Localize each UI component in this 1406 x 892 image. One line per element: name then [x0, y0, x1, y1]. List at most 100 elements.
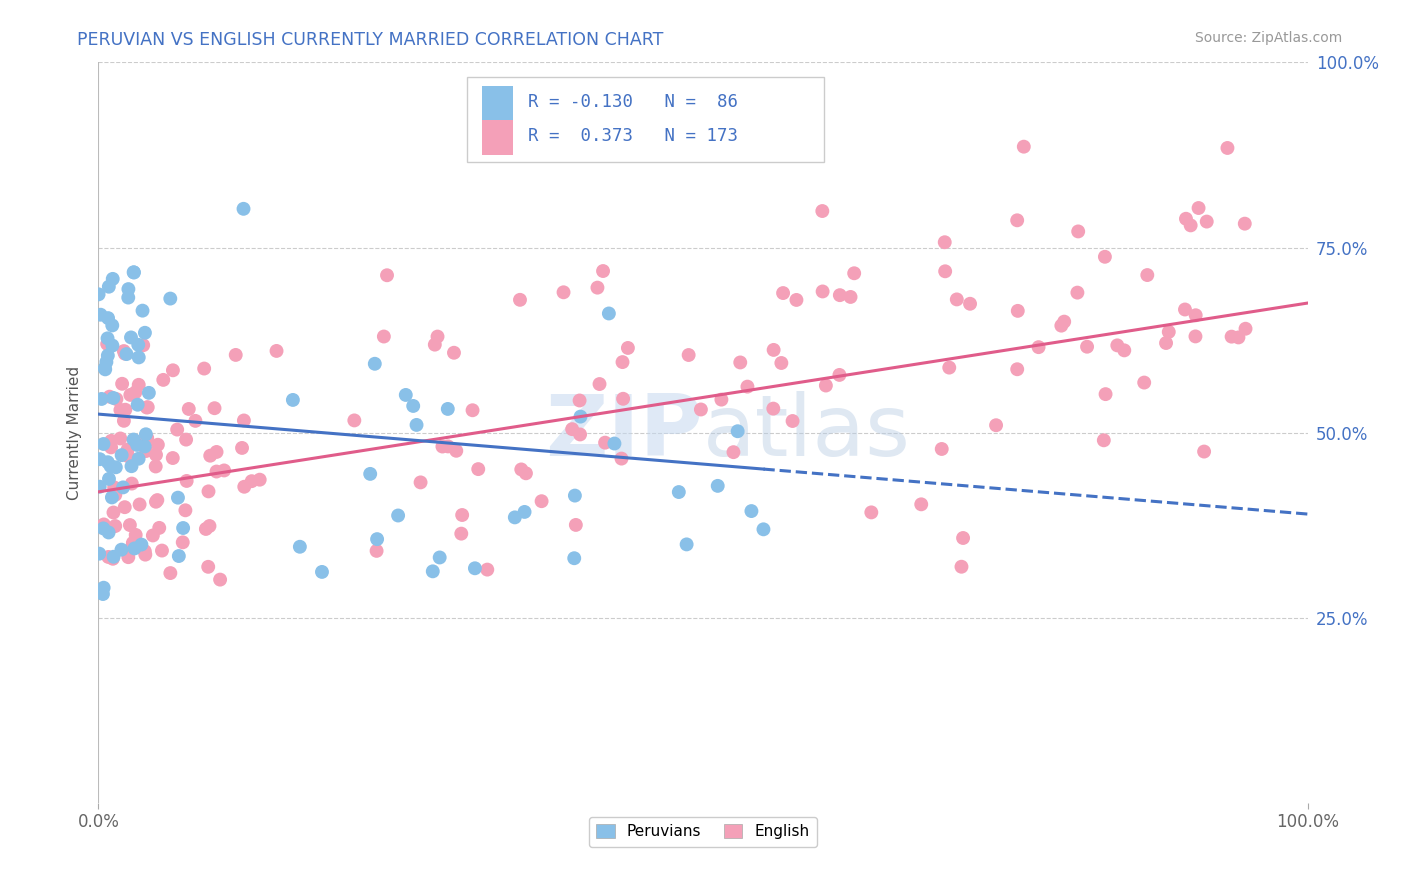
Point — [1227, 330, 1250, 344]
Bar — [482, 87, 513, 121]
Point — [115, 347, 138, 361]
FancyBboxPatch shape — [467, 78, 824, 162]
Point — [561, 422, 583, 436]
Point — [103, 480, 125, 494]
Point — [167, 491, 190, 505]
Point — [97, 349, 120, 363]
Point — [89, 452, 111, 467]
Point — [343, 413, 366, 427]
Point — [785, 293, 807, 307]
Point — [1187, 201, 1209, 215]
Point — [668, 485, 690, 500]
Point — [166, 423, 188, 437]
Point — [110, 432, 132, 446]
Point — [97, 525, 120, 540]
Point — [172, 521, 194, 535]
Point — [811, 204, 834, 219]
Point — [1192, 444, 1215, 458]
Point — [209, 573, 232, 587]
Point — [752, 522, 775, 536]
Point — [97, 549, 120, 564]
Point — [117, 550, 139, 565]
Point — [105, 392, 128, 406]
Point — [266, 343, 288, 358]
Point — [1005, 213, 1028, 227]
Point — [120, 330, 142, 344]
Point — [93, 521, 115, 535]
Point — [159, 292, 181, 306]
Point — [104, 519, 127, 533]
Point — [586, 280, 609, 294]
Point — [128, 377, 150, 392]
Point — [97, 311, 120, 326]
Point — [1076, 340, 1098, 354]
Point — [934, 235, 956, 250]
Point — [690, 402, 713, 417]
Point — [93, 437, 115, 451]
Point — [1157, 325, 1180, 339]
Point — [197, 559, 219, 574]
Point — [423, 337, 446, 351]
Point — [984, 418, 1007, 433]
Point — [1195, 214, 1218, 228]
Point — [762, 401, 785, 416]
Point — [103, 549, 125, 564]
Point — [114, 500, 136, 515]
Point — [135, 401, 157, 415]
Text: PERUVIAN VS ENGLISH CURRENTLY MARRIED CORRELATION CHART: PERUVIAN VS ENGLISH CURRENTLY MARRIED CO… — [77, 31, 664, 49]
Point — [366, 544, 388, 558]
Point — [197, 484, 219, 499]
Point — [184, 414, 207, 428]
Point — [436, 401, 458, 416]
Point — [117, 291, 139, 305]
Point — [723, 445, 745, 459]
Point — [205, 465, 228, 479]
Point — [146, 438, 169, 452]
Point — [387, 508, 409, 523]
Point — [176, 474, 198, 488]
Point — [509, 293, 531, 307]
Point — [125, 528, 148, 542]
Point — [98, 390, 121, 404]
Point — [91, 587, 114, 601]
Point — [429, 550, 451, 565]
Point — [97, 279, 120, 293]
Text: R = -0.130   N =  86: R = -0.130 N = 86 — [527, 93, 738, 112]
Point — [117, 449, 139, 463]
Point — [249, 473, 271, 487]
Point — [124, 434, 146, 448]
Point — [204, 401, 226, 416]
Point — [1174, 302, 1197, 317]
Point — [569, 427, 592, 442]
Point — [132, 338, 155, 352]
Point — [375, 268, 398, 283]
Point — [503, 510, 526, 524]
Point — [127, 398, 149, 412]
Point — [553, 285, 575, 300]
Point — [1094, 387, 1116, 401]
Point — [811, 285, 834, 299]
Point — [675, 537, 697, 551]
Point — [1184, 308, 1206, 322]
Point — [772, 286, 794, 301]
Point — [100, 441, 122, 455]
Point — [446, 443, 468, 458]
Point — [1154, 336, 1177, 351]
Point — [167, 549, 190, 563]
Point — [464, 561, 486, 575]
Point — [1180, 219, 1202, 233]
Point — [564, 489, 586, 503]
Point — [134, 326, 156, 340]
Point — [678, 348, 700, 362]
Point — [103, 391, 125, 405]
Point — [200, 449, 222, 463]
Point — [198, 519, 221, 533]
Point — [814, 378, 837, 392]
Text: R =  0.373   N = 173: R = 0.373 N = 173 — [527, 127, 738, 145]
Point — [134, 440, 156, 454]
Point — [128, 451, 150, 466]
Point — [1066, 285, 1088, 300]
Point — [122, 265, 145, 279]
Point — [101, 551, 124, 566]
Point — [395, 388, 418, 402]
